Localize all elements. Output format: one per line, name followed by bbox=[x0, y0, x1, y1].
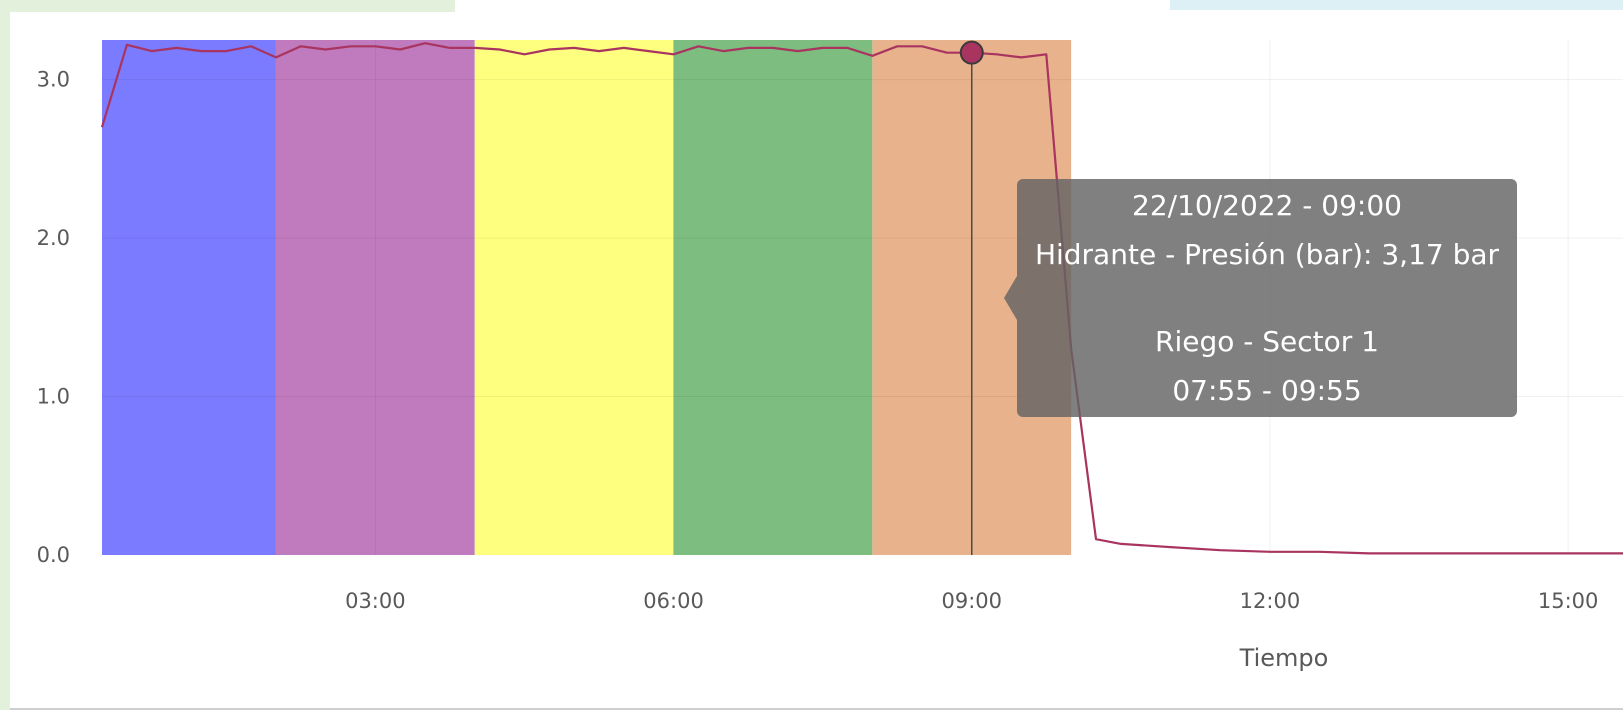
irrigation-band-3 bbox=[474, 40, 674, 555]
irrigation-band-4 bbox=[673, 40, 873, 555]
background-side-left bbox=[0, 0, 10, 710]
irrigation-band-1 bbox=[102, 40, 276, 555]
background-strip-right bbox=[1170, 0, 1623, 10]
y-tick-label: 3.0 bbox=[37, 68, 70, 92]
x-tick-label: 09:00 bbox=[941, 589, 1002, 613]
crosshair bbox=[959, 40, 984, 555]
tooltip-gap bbox=[1017, 279, 1517, 317]
series-line-pressure bbox=[100, 42, 1623, 555]
tooltip-date: 22/10/2022 - 09:00 bbox=[1132, 189, 1402, 222]
tooltip-irrigation-sector: Riego - Sector 1 bbox=[1155, 325, 1379, 358]
tooltip-value: Hidrante - Presión (bar): 3,17 bar bbox=[1034, 238, 1500, 271]
y-tick-label: 0.0 bbox=[37, 543, 70, 567]
x-tick-label: 12:00 bbox=[1240, 589, 1301, 613]
tooltip: 22/10/2022 - 09:00 Hidrante - Presión (b… bbox=[1017, 179, 1517, 417]
x-tick-label: 15:00 bbox=[1538, 589, 1599, 613]
x-tick-label: 03:00 bbox=[345, 589, 406, 613]
irrigation-band-2 bbox=[275, 40, 475, 555]
y-axis-ticks: 0.0 1.0 2.0 3.0 bbox=[37, 68, 70, 567]
highlight-point bbox=[959, 40, 984, 65]
tooltip-irrigation-time: 07:55 - 09:55 bbox=[1172, 374, 1362, 407]
x-axis-ticks: 03:00 06:00 09:00 12:00 15:00 bbox=[345, 589, 1598, 613]
y-tick-label: 2.0 bbox=[37, 226, 70, 250]
tooltip-arrow bbox=[1004, 276, 1017, 320]
irrigation-bands bbox=[102, 40, 1072, 555]
x-axis-title: Tiempo bbox=[1239, 644, 1329, 672]
y-tick-label: 1.0 bbox=[37, 385, 70, 409]
x-tick-label: 06:00 bbox=[643, 589, 704, 613]
background-strip-left bbox=[0, 0, 455, 14]
series-layer bbox=[100, 42, 1623, 555]
